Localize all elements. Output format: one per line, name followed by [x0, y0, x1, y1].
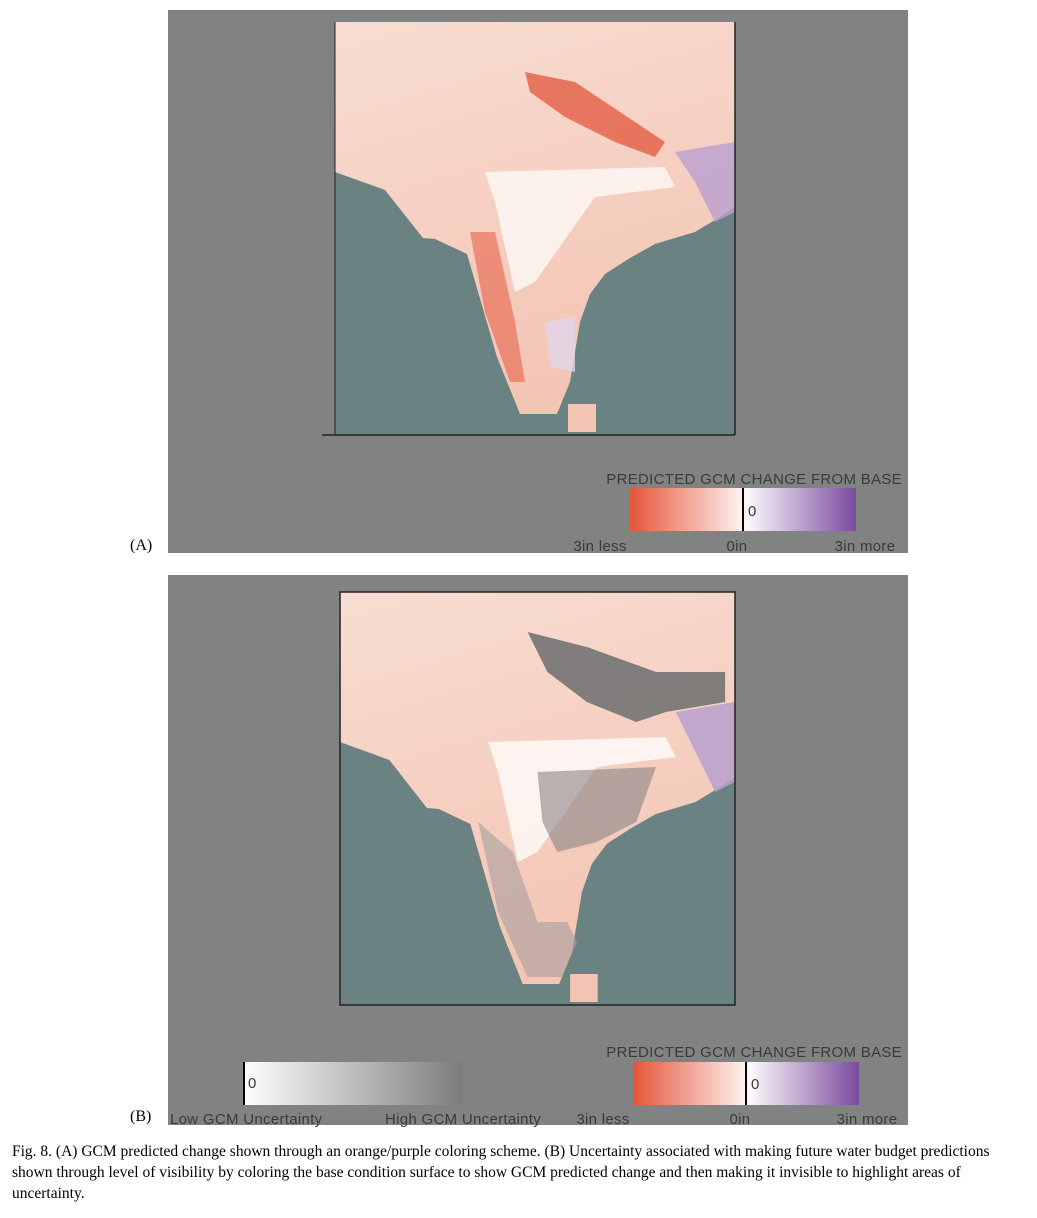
panel-label: (B)	[130, 1108, 151, 1125]
zero-marker: 0	[248, 1075, 257, 1092]
legend-middle: 0in	[727, 538, 748, 555]
legend-title: PREDICTED GCM CHANGE FROM BASE	[606, 1044, 902, 1061]
map	[340, 592, 735, 1005]
legend-right: 3in more	[835, 538, 896, 555]
uncertainty-high: High GCM Uncertainty	[385, 1111, 541, 1128]
legend-left: 3in less	[576, 1111, 629, 1128]
panel-label: (A)	[130, 537, 152, 554]
legend-left: 3in less	[573, 538, 626, 555]
legend-middle: 0in	[730, 1111, 751, 1128]
zero-marker: 0	[748, 503, 757, 520]
legend-right: 3in more	[837, 1111, 898, 1128]
legend-title: PREDICTED GCM CHANGE FROM BASE	[606, 471, 902, 488]
figure-caption: Fig. 8. (A) GCM predicted change shown t…	[12, 1143, 990, 1202]
map	[335, 22, 735, 435]
uncertainty-bar	[243, 1062, 463, 1105]
figure: PREDICTED GCM CHANGE FROM BASE 0 3in les…	[130, 10, 908, 1128]
uncertainty-low: Low GCM Uncertainty	[170, 1111, 323, 1128]
zero-marker: 0	[751, 1076, 760, 1093]
